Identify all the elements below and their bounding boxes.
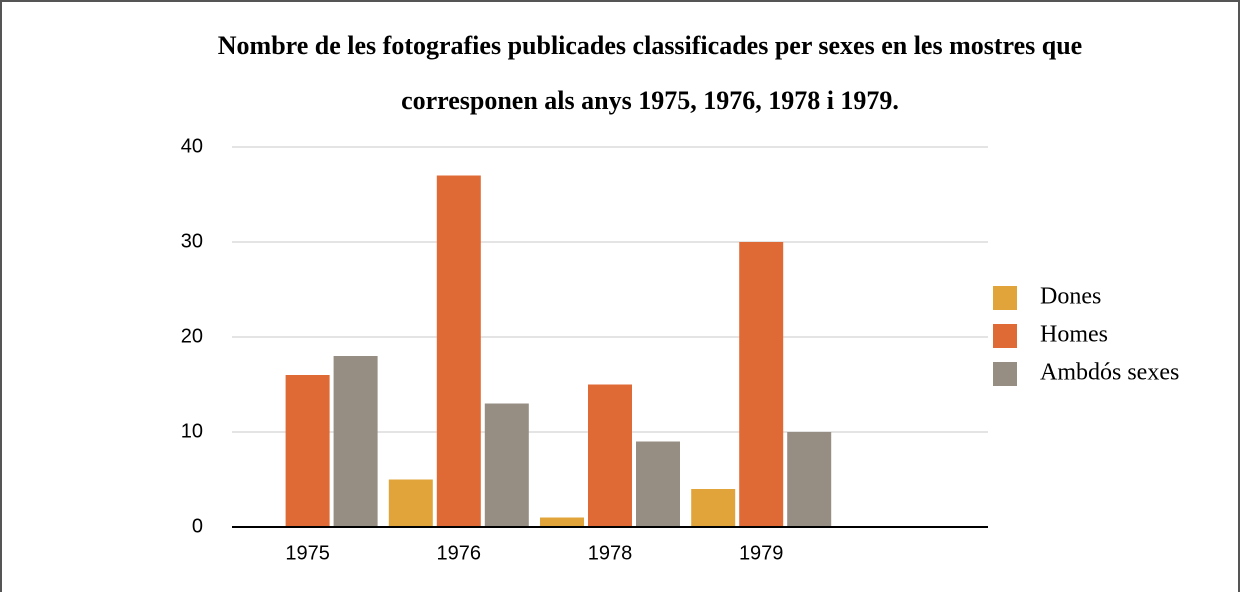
bar [636,441,680,527]
bar [333,356,378,527]
y-tick-label: 40 [181,135,203,157]
legend-swatch [993,324,1017,348]
bar [285,375,330,527]
bar [436,175,481,527]
legend-swatch [993,362,1017,386]
x-tick-label: 1979 [739,542,784,564]
bar [588,384,632,527]
y-tick-label: 30 [181,230,203,252]
legend-label: Dones [1040,284,1101,310]
y-tick-label: 20 [181,325,203,347]
legend-label: Ambdós sexes [1040,360,1179,386]
bar [484,403,529,527]
x-tick-label: 1976 [437,542,482,564]
bar [739,242,784,527]
bar [787,432,832,527]
legend-swatch [993,286,1017,310]
y-tick-label: 10 [181,420,203,442]
legend-label: Homes [1040,322,1108,348]
bar [540,517,584,527]
y-tick-label: 0 [192,515,203,537]
x-tick-label: 1975 [285,542,330,564]
chart-title: corresponen als anys 1975, 1976, 1978 i … [401,86,899,115]
chart-title: Nombre de les fotografies publicades cla… [218,31,1082,60]
x-tick-label: 1978 [588,542,633,564]
bar [388,479,433,527]
bar [691,489,736,527]
